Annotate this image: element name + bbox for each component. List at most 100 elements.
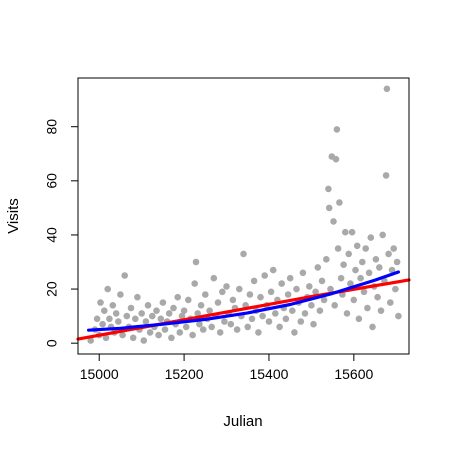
scatter-point xyxy=(312,288,319,296)
scatter-point xyxy=(347,280,354,287)
scatter-point xyxy=(284,291,292,298)
fit-line-blue xyxy=(87,270,400,332)
scatter-point xyxy=(208,323,215,331)
scatter-point xyxy=(259,312,266,320)
scatter-point xyxy=(376,264,383,271)
scatter-point xyxy=(149,312,156,320)
scatter-point xyxy=(310,320,317,328)
x-tick-label: 15200 xyxy=(165,366,204,382)
x-axis-title: Julian xyxy=(223,413,262,430)
scatter-point xyxy=(325,204,333,212)
scatter-point xyxy=(202,291,209,298)
scatter-point xyxy=(286,274,294,282)
scatter-point xyxy=(178,312,186,320)
scatter-point xyxy=(353,242,361,250)
scatter-point xyxy=(314,264,322,271)
scatter-point xyxy=(362,245,370,252)
scatter-point xyxy=(227,320,235,328)
scatter-point xyxy=(272,310,279,317)
scatter-point xyxy=(330,218,337,225)
scatter-point xyxy=(385,250,392,258)
scatter-point xyxy=(257,293,264,301)
scatter-point xyxy=(146,329,154,336)
scatter-point xyxy=(250,277,258,285)
scatter-point xyxy=(129,334,137,342)
scatter-point xyxy=(367,234,375,241)
scatter-point xyxy=(359,258,366,266)
scatter-point xyxy=(261,272,269,279)
scatter-point xyxy=(377,307,385,315)
scatter-point xyxy=(191,280,198,287)
scatter-point xyxy=(240,250,247,258)
scatter-point xyxy=(332,155,340,163)
scatter-point xyxy=(336,199,343,206)
scatter-point xyxy=(157,315,165,323)
scatter-point xyxy=(185,296,192,304)
scatter-point xyxy=(248,315,256,323)
scatter-point xyxy=(289,307,296,315)
scatter-point xyxy=(392,285,399,293)
scatter-point xyxy=(199,326,207,333)
scatter-point xyxy=(320,296,328,304)
scatter-point xyxy=(182,323,190,331)
scatter-point xyxy=(244,323,251,331)
scatter-point xyxy=(102,334,110,342)
scatter-point xyxy=(121,272,128,279)
scatter-point xyxy=(233,326,241,333)
scatter-point xyxy=(161,326,169,333)
scatter-point xyxy=(119,331,126,339)
scatter-point xyxy=(194,310,201,317)
fit-line-red xyxy=(76,278,411,341)
scatter-point xyxy=(104,285,111,293)
scatter-point xyxy=(265,318,273,325)
scatter-point xyxy=(246,291,254,298)
scatter-point xyxy=(159,299,167,306)
scatter-point xyxy=(123,312,131,320)
scatter-point xyxy=(340,261,347,269)
scatter-point xyxy=(106,315,113,323)
scatter-point xyxy=(189,331,196,339)
scatter-point xyxy=(109,302,117,309)
scatter-point xyxy=(327,285,334,293)
scatter-point xyxy=(291,329,298,336)
scatter-point xyxy=(318,277,326,285)
scatter-point xyxy=(216,329,224,336)
scatter-point xyxy=(197,302,205,309)
fit-lines xyxy=(76,270,411,341)
scatter-point xyxy=(229,296,237,304)
scatter-point xyxy=(99,320,106,328)
y-tick-label: 40 xyxy=(44,227,60,243)
scatter-point xyxy=(299,269,307,277)
scatter-point xyxy=(364,304,371,312)
scatter-point xyxy=(219,288,226,296)
scatter-point xyxy=(223,283,230,290)
scatter-point xyxy=(388,266,396,274)
scatter-point xyxy=(97,299,104,306)
scatter-point xyxy=(117,291,124,298)
scatter-point xyxy=(134,293,141,301)
scatter-point xyxy=(365,269,373,277)
scatter-point xyxy=(342,228,349,236)
scatter-point xyxy=(297,318,305,325)
scatter-point xyxy=(214,299,222,306)
scatter-point xyxy=(316,307,324,315)
scatter-point xyxy=(331,302,339,309)
scatter-point xyxy=(132,315,139,323)
y-tick-label: 0 xyxy=(44,339,60,347)
scatter-point xyxy=(142,318,150,325)
scatter-point xyxy=(308,302,315,309)
x-axis: 15000 15200 15400 15600 xyxy=(80,353,374,382)
scatter-point xyxy=(282,315,290,323)
scatter-point xyxy=(382,172,390,179)
scatter-point xyxy=(390,245,398,252)
scatter-point xyxy=(267,288,275,296)
y-axis: 0 20 40 60 80 xyxy=(44,119,79,347)
scatter-point xyxy=(357,274,364,282)
y-tick-label: 60 xyxy=(44,173,60,189)
scatter-point xyxy=(337,274,345,282)
x-tick-label: 15600 xyxy=(334,366,373,382)
scatter-point xyxy=(343,310,351,317)
scatter-point xyxy=(374,293,381,301)
scatter-point xyxy=(101,307,108,315)
